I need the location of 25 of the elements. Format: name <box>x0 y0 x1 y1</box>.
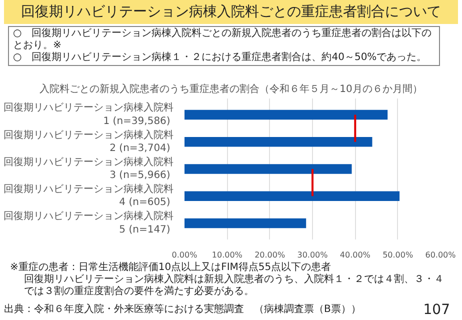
x-tick-label: 40.00% <box>340 250 371 260</box>
x-tick-label: 20.00% <box>254 250 286 260</box>
x-tick-label: 0.00% <box>172 250 198 260</box>
x-tick-label: 60.00% <box>425 250 456 260</box>
source-note: 出典：令和６年度入院・外来医療等における実態調査 （病棟調査票（B票）） <box>4 304 361 315</box>
text: 回復期リハビリテーション病棟入院料は新規入院患者のうち、入院料１・２では４割、３・４では３割の重症度割合の要件を満たす必要がある。 <box>23 274 445 298</box>
y-tick-label: 回復期リハビリテーション病棟入院料 4 (n=605) <box>4 183 174 208</box>
y-tick-label: 回復期リハビリテーション病棟入院料 3 (n=5,966) <box>4 156 174 182</box>
x-tick-label: 50.00% <box>382 250 414 260</box>
y-tick-label: 回復期リハビリテーション病棟入院料 1 (n=39,586) <box>4 102 174 127</box>
x-tick-label: 10.00% <box>212 250 243 260</box>
bar <box>184 218 306 228</box>
y-tick-label: 回復期リハビリテーション病棟入院料 2 (n=3,704) <box>4 128 174 154</box>
chart-title: 回復期リハビリテーション病棟入院料ごとの重症患者割合について <box>4 0 458 24</box>
bar <box>184 164 352 174</box>
chart-subtitle: 入院料ごとの新規入院患者のうち重症患者の割合（令和６年５月～10月の６か月間） <box>38 83 424 96</box>
bar <box>184 191 400 201</box>
text: 107 <box>423 302 450 318</box>
x-tick-label: 30.00% <box>297 250 328 260</box>
text: ○ 回復期リハビリテーション病棟１・２における重症患者割合は、約40～50%であった。 <box>13 52 428 64</box>
bar <box>184 110 388 120</box>
text: ○ 回復期リハビリテーション病棟入院料ごとの新規入院患者のうち重症患者の割合は以下のとおり。※ <box>13 28 433 52</box>
y-tick-label: 回復期リハビリテーション病棟入院料 5 (n=147) <box>4 210 174 236</box>
bar <box>184 137 372 147</box>
text: ※重症の患者：日常生活機能評価10点以上又はFIM得点55点以下の患者 <box>10 262 332 274</box>
